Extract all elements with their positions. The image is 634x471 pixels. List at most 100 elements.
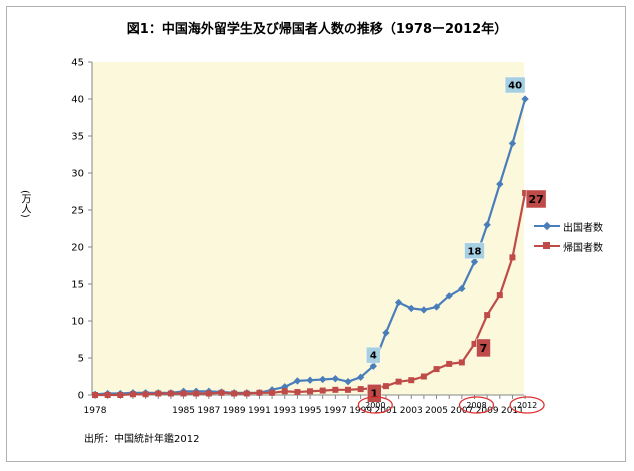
- data-point-square: [408, 377, 415, 384]
- data-point-diamond: [382, 329, 390, 337]
- data-point-square: [446, 360, 453, 367]
- data-point-square: [433, 366, 440, 373]
- y-axis-unit-label: (万人): [19, 190, 30, 218]
- y-tick-label: 25: [71, 206, 84, 217]
- data-point-square: [218, 389, 225, 396]
- x-tick-label: 2005: [425, 406, 448, 416]
- data-label: 7: [480, 342, 488, 355]
- data-label: 18: [468, 246, 482, 257]
- data-point-square: [269, 389, 276, 396]
- data-point-square: [231, 390, 238, 397]
- data-point-square: [471, 340, 478, 347]
- x-tick-label: 1999: [349, 406, 372, 416]
- x-tick-label: 1995: [299, 406, 322, 416]
- legend-item-returnees: 帰国者数: [534, 236, 603, 256]
- data-label-box: [525, 189, 547, 209]
- year-highlight-label: 2000: [365, 401, 385, 410]
- data-label: 4: [370, 351, 377, 362]
- data-point-diamond: [458, 284, 466, 293]
- legend-label-emigrants: 出国者数: [563, 222, 603, 234]
- data-point-square: [332, 386, 339, 393]
- data-point-square: [142, 391, 149, 398]
- data-point-square: [319, 387, 326, 394]
- data-point-diamond: [356, 373, 365, 381]
- data-point-square: [104, 392, 111, 398]
- data-point-square: [382, 383, 389, 390]
- data-point-square: [307, 388, 314, 395]
- data-point-square: [155, 390, 162, 397]
- y-tick-label: 35: [71, 132, 84, 143]
- data-label-box: [504, 76, 526, 94]
- data-point-diamond: [483, 221, 491, 229]
- legend-label-returnees: 帰国者数: [563, 242, 603, 254]
- y-tick-label: 30: [71, 169, 84, 180]
- y-tick-label: 5: [78, 354, 84, 365]
- legend: 出国者数 帰国者数: [534, 216, 603, 256]
- year-highlight-circle: [458, 396, 495, 414]
- data-point-diamond: [344, 378, 352, 386]
- data-label: 40: [508, 81, 522, 92]
- x-tick-label: 1989: [223, 406, 246, 416]
- data-point-square: [420, 373, 427, 380]
- data-point-diamond: [369, 362, 377, 370]
- plot-area: [92, 62, 524, 395]
- data-point-square: [357, 386, 364, 393]
- legend-swatch-emigrants: [534, 221, 560, 231]
- data-point-square: [281, 388, 288, 395]
- source-note: 出所：中国統計年鑑2012: [84, 434, 200, 445]
- data-point-square: [484, 312, 491, 319]
- x-tick-label: 1987: [197, 406, 220, 416]
- y-tick-label: 0: [78, 391, 84, 402]
- data-label: 27: [528, 193, 543, 206]
- year-highlight-label: 2012: [517, 401, 537, 410]
- x-tick-label: 1997: [324, 406, 347, 416]
- y-tick-label: 10: [71, 317, 84, 328]
- data-point-square: [205, 390, 212, 397]
- data-point-square: [243, 390, 250, 397]
- data-point-square: [180, 390, 187, 397]
- x-tick-label: 1993: [273, 406, 296, 416]
- data-point-square: [522, 189, 529, 196]
- data-point-diamond: [331, 375, 340, 383]
- x-tick-label: 2011: [501, 406, 524, 416]
- y-tick-label: 15: [71, 280, 84, 291]
- data-point-square: [345, 386, 351, 393]
- data-point-square: [167, 390, 174, 397]
- data-point-diamond: [293, 377, 302, 385]
- legend-swatch-returnees: [534, 241, 560, 251]
- year-highlight-circle: [357, 396, 393, 414]
- data-point-square: [294, 389, 301, 396]
- data-point-square: [193, 390, 200, 397]
- x-tick-label: 1978: [84, 406, 107, 416]
- data-point-diamond: [445, 292, 453, 300]
- data-label: 1: [370, 387, 378, 400]
- x-tick-label: 1991: [248, 406, 271, 416]
- year-highlight-circle: [509, 396, 545, 414]
- legend-item-emigrants: 出国者数: [534, 216, 603, 236]
- y-tick-label: 20: [71, 243, 84, 254]
- data-point-square: [509, 254, 516, 261]
- data-point-diamond: [394, 298, 403, 307]
- data-point-square: [496, 292, 503, 299]
- data-point-square: [117, 392, 124, 398]
- x-tick-label: 1985: [172, 406, 195, 416]
- data-point-diamond: [432, 303, 441, 311]
- x-tick-label: 2003: [400, 406, 423, 416]
- data-point-square: [458, 359, 465, 366]
- data-point-diamond: [470, 258, 479, 266]
- data-label-box: [464, 242, 485, 260]
- data-point-diamond: [306, 376, 314, 384]
- chart-title: 図1：中国海外留学生及び帰国者人数の推移（1978ー2012年）: [126, 22, 508, 37]
- data-point-diamond: [319, 375, 327, 384]
- data-point-diamond: [407, 304, 415, 313]
- y-tick-label: 40: [71, 95, 84, 106]
- data-point-square: [395, 378, 402, 385]
- data-point-square: [129, 391, 136, 398]
- y-tick-label: 45: [71, 58, 84, 69]
- data-label-box: [366, 346, 381, 364]
- data-point-diamond: [420, 306, 428, 314]
- data-point-square: [92, 392, 98, 398]
- year-highlight-layer: 2000 2008 2012: [357, 396, 545, 414]
- year-highlight-label: 2008: [466, 401, 486, 410]
